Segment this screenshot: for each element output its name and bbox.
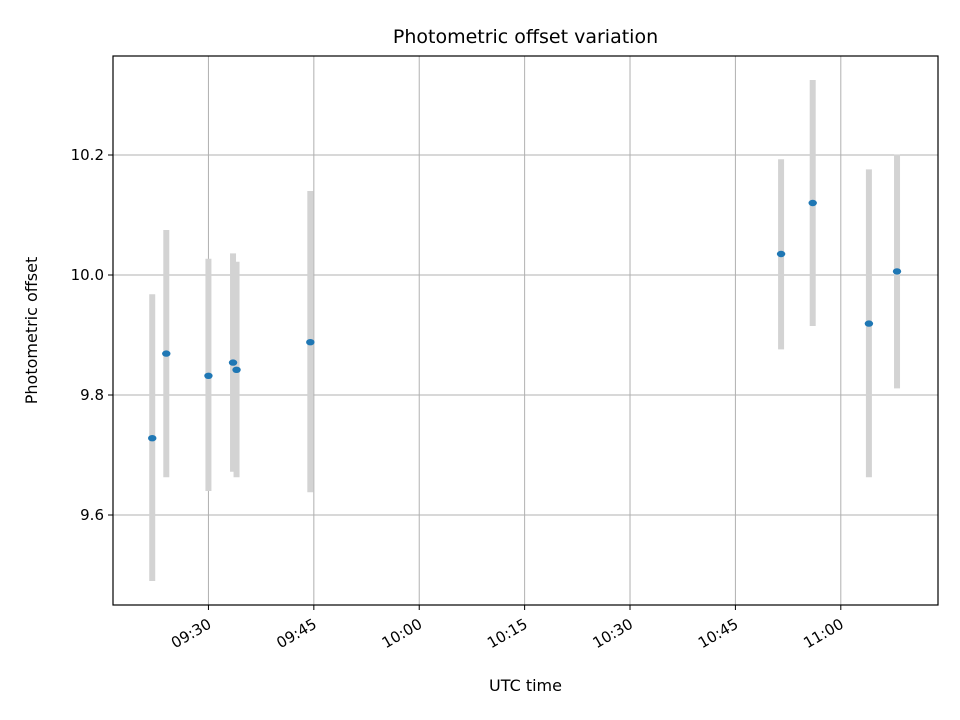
data-point bbox=[162, 350, 171, 357]
data-point bbox=[204, 372, 213, 379]
y-tick-label: 10.2 bbox=[71, 146, 104, 164]
x-tick-label: 09:45 bbox=[273, 615, 319, 652]
x-tick-label: 09:30 bbox=[168, 615, 214, 652]
data-point bbox=[228, 359, 238, 366]
x-axis-ticks: 09:30 09:45 10:00 10:15 10:30 10:45 11:00 bbox=[168, 605, 847, 652]
x-axis-title: UTC time bbox=[489, 676, 562, 695]
x-tick-label: 11:00 bbox=[800, 615, 846, 652]
y-axis-ticks: 9.6 9.8 10.0 10.2 bbox=[71, 146, 113, 524]
data-point bbox=[808, 199, 817, 207]
data-point bbox=[864, 320, 874, 327]
y-tick-label: 9.8 bbox=[80, 386, 104, 404]
data-point bbox=[232, 366, 241, 373]
data-point bbox=[306, 339, 315, 346]
chart-title: Photometric offset variation bbox=[393, 26, 658, 48]
data-point bbox=[892, 268, 902, 275]
plot-frame bbox=[112, 55, 939, 606]
y-tick-label: 10.0 bbox=[71, 266, 104, 284]
y-tick-label: 9.6 bbox=[80, 506, 104, 524]
x-tick-label: 10:30 bbox=[590, 615, 636, 652]
data-points bbox=[148, 199, 902, 442]
grid bbox=[113, 56, 938, 605]
y-axis-title: Photometric offset bbox=[22, 257, 41, 405]
x-tick-label: 10:00 bbox=[379, 615, 425, 652]
data-point bbox=[148, 435, 157, 442]
data-point bbox=[776, 250, 786, 258]
x-tick-label: 10:15 bbox=[484, 615, 530, 652]
x-tick-label: 10:45 bbox=[695, 615, 741, 652]
